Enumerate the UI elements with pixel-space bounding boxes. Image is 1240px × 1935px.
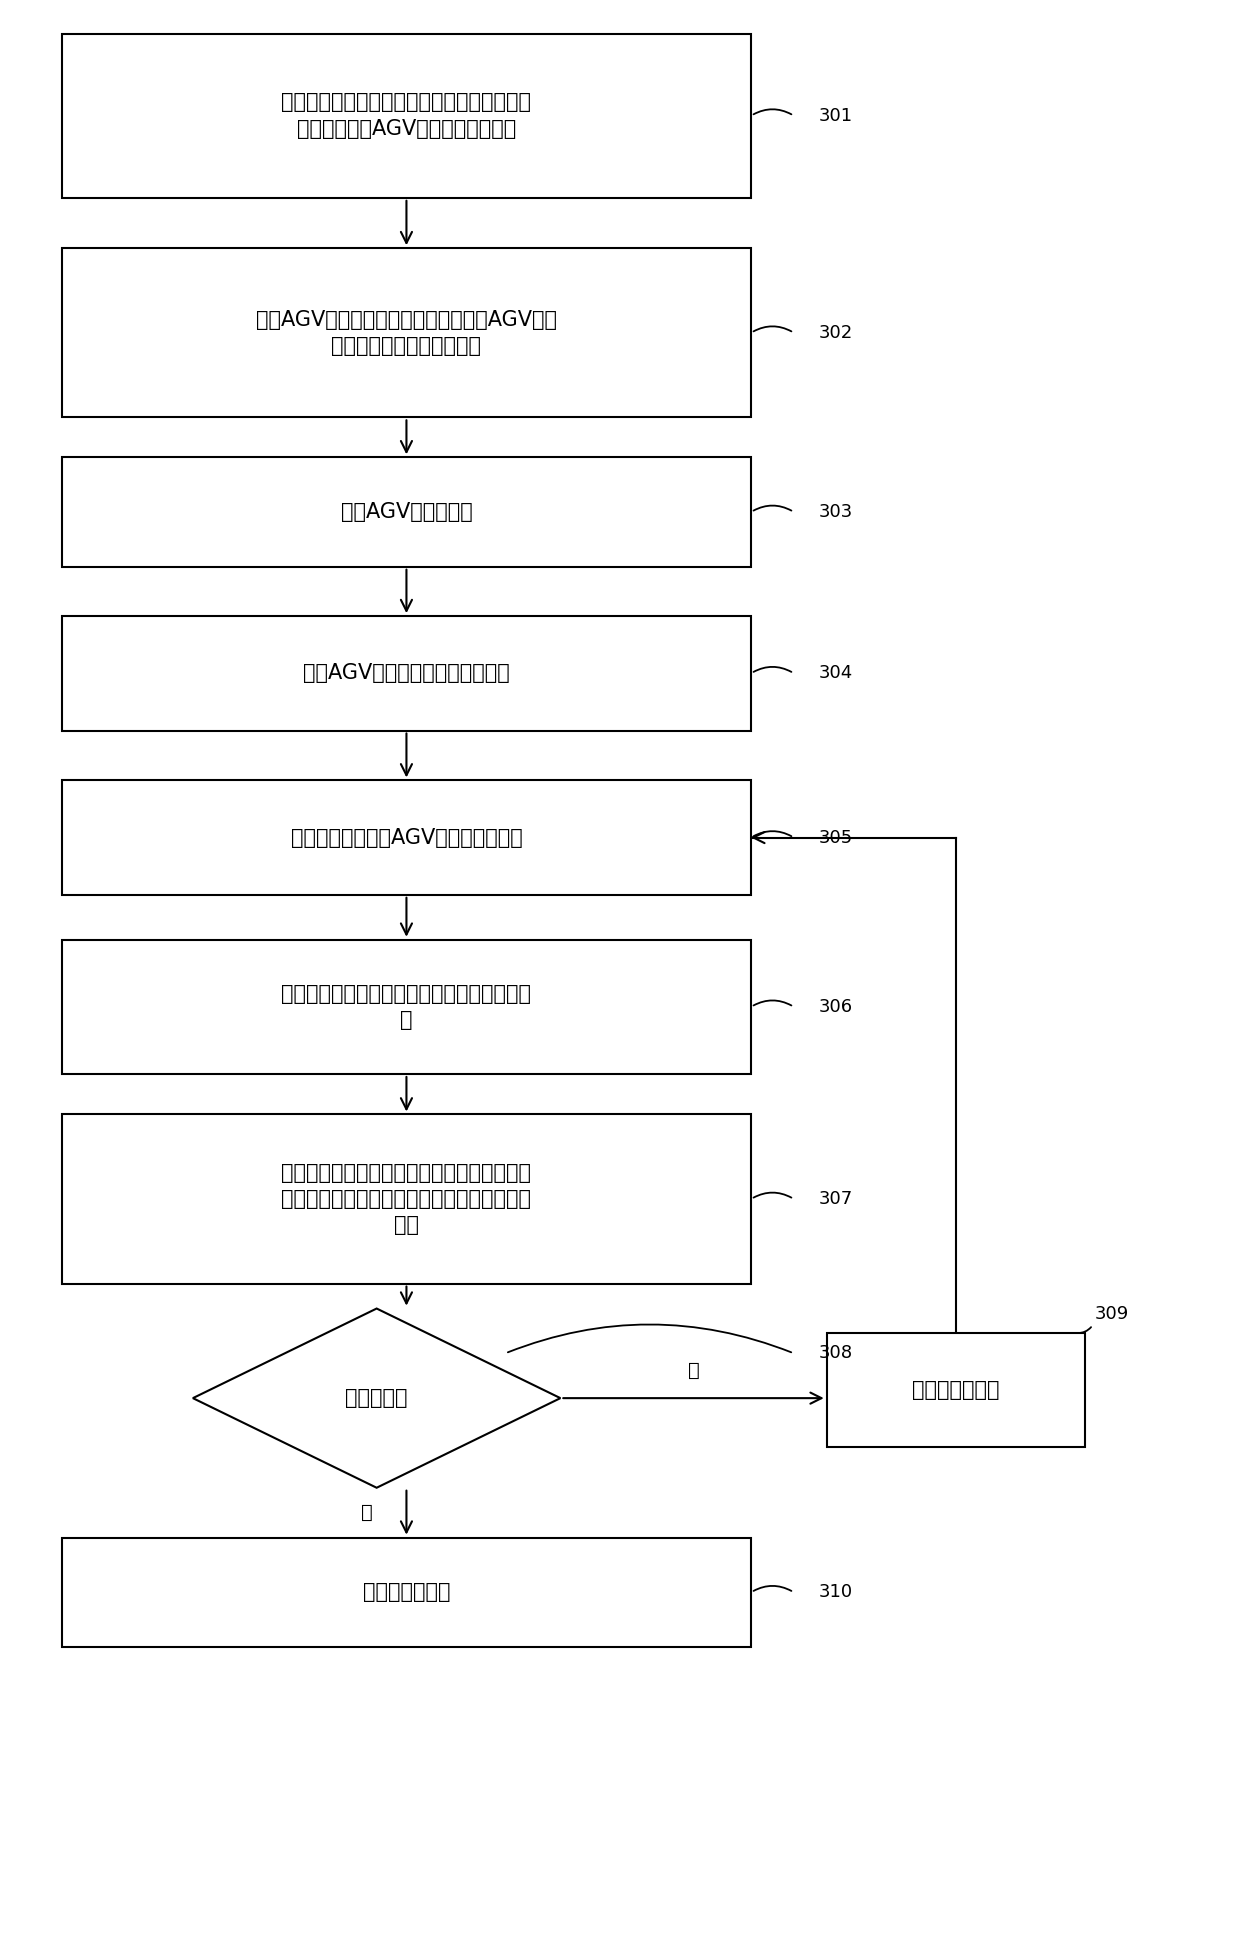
Text: 303: 303 bbox=[818, 503, 853, 521]
Text: 驱动AGV按照行进路线前往拣货点: 驱动AGV按照行进路线前往拣货点 bbox=[303, 664, 510, 683]
Polygon shape bbox=[193, 1308, 560, 1488]
Text: 305: 305 bbox=[818, 828, 853, 846]
Text: 310: 310 bbox=[818, 1583, 853, 1602]
Text: 接收到达拣货点的AGV的单拣货点订单: 接收到达拣货点的AGV的单拣货点订单 bbox=[290, 828, 522, 848]
FancyBboxPatch shape bbox=[62, 457, 751, 567]
Text: 前往下个拣货点: 前往下个拣货点 bbox=[911, 1380, 999, 1401]
Text: 304: 304 bbox=[818, 664, 853, 683]
Text: 规划AGV的行进路线: 规划AGV的行进路线 bbox=[341, 501, 472, 522]
FancyBboxPatch shape bbox=[827, 1333, 1085, 1447]
FancyBboxPatch shape bbox=[62, 940, 751, 1074]
FancyBboxPatch shape bbox=[62, 1115, 751, 1283]
Text: 301: 301 bbox=[818, 106, 853, 124]
Text: 309: 309 bbox=[1095, 1304, 1130, 1324]
Text: 将单拣货点订单推荐给不小于预定数量的拣货
员: 将单拣货点订单推荐给不小于预定数量的拣货 员 bbox=[281, 983, 532, 1029]
FancyBboxPatch shape bbox=[62, 780, 751, 894]
FancyBboxPatch shape bbox=[62, 248, 751, 418]
Text: 307: 307 bbox=[818, 1190, 853, 1207]
FancyBboxPatch shape bbox=[62, 1538, 751, 1647]
Text: 完成拣货？: 完成拣货？ bbox=[346, 1387, 408, 1409]
FancyBboxPatch shape bbox=[62, 33, 751, 197]
Text: 根据订单所需的货物和货物摆放的储位确定与
订单相关联的AGV需要经过的拣货点: 根据订单所需的货物和货物摆放的储位确定与 订单相关联的AGV需要经过的拣货点 bbox=[281, 93, 532, 139]
Text: 在存在拣货员领取单拣货点订单的情况下，将
单拣货点订单设置为已分配状态以避免被重复
领取: 在存在拣货员领取单拣货点订单的情况下，将 单拣货点订单设置为已分配状态以避免被重… bbox=[281, 1163, 532, 1235]
Text: 是: 是 bbox=[361, 1503, 372, 1523]
Text: 根据AGV在各个拣货点需要的货物生成AGV针对
各个拣货点的单拣货点订单: 根据AGV在各个拣货点需要的货物生成AGV针对 各个拣货点的单拣货点订单 bbox=[255, 310, 557, 356]
Text: 否: 否 bbox=[688, 1360, 699, 1380]
Text: 308: 308 bbox=[818, 1345, 853, 1362]
Text: 302: 302 bbox=[818, 323, 853, 342]
FancyBboxPatch shape bbox=[62, 615, 751, 731]
Text: 306: 306 bbox=[818, 998, 853, 1016]
Text: 前往卸货点卸货: 前往卸货点卸货 bbox=[362, 1583, 450, 1602]
